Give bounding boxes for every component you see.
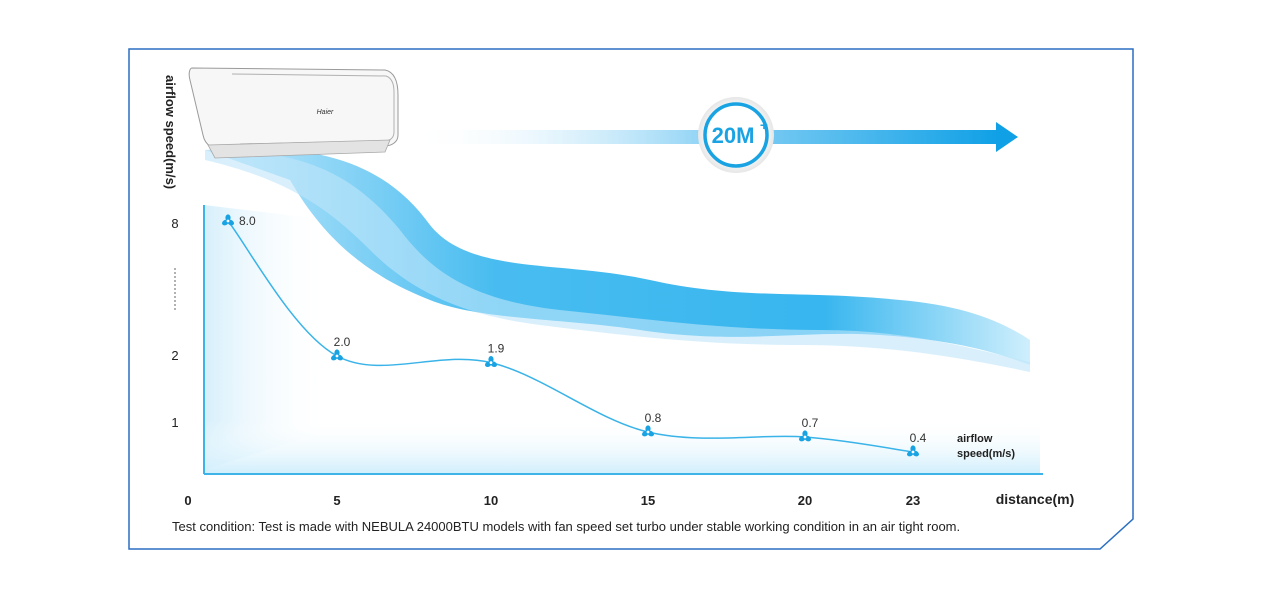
data-point-fan-icon — [485, 356, 497, 368]
data-label: 8.0 — [239, 214, 256, 228]
ac-unit: Haier — [188, 67, 399, 159]
x-tick-labels: 0 5 10 15 20 23 — [184, 493, 920, 508]
x-tick-label: 10 — [484, 493, 498, 508]
series-label-line1: airflow — [957, 433, 993, 445]
x-tick-label: 20 — [798, 493, 812, 508]
series-airflow: 8.0 2.0 1.9 0.8 0.7 0.4 — [222, 214, 927, 457]
wall-shade — [204, 205, 330, 470]
data-label: 2.0 — [334, 335, 351, 349]
y-axis-title: airflow speed(m/s) — [163, 75, 178, 189]
data-point-fan-icon — [799, 430, 811, 442]
panel-frame — [128, 48, 1134, 550]
x-tick-label: 15 — [641, 493, 655, 508]
series-label-line2: speed(m/s) — [957, 448, 1015, 460]
data-point-fan-icon — [222, 214, 234, 226]
data-point-fan-icon — [907, 445, 919, 457]
data-label: 0.4 — [910, 431, 927, 445]
data-point-fan-icon — [331, 349, 343, 361]
brand-logo: Haier — [317, 109, 334, 116]
data-label: 1.9 — [488, 342, 505, 356]
x-tick-label: 23 — [906, 493, 920, 508]
range-badge-plus: + — [760, 117, 768, 133]
x-axis-title: distance(m) — [996, 491, 1075, 507]
y-tick-label: 8 — [171, 216, 178, 231]
footnote: Test condition: Test is made with NEBULA… — [172, 519, 960, 534]
airflow-ribbon — [205, 148, 1030, 372]
x-tick-label: 0 — [184, 493, 191, 508]
x-tick-label: 5 — [333, 493, 340, 508]
data-label: 0.8 — [645, 411, 662, 425]
floor-shade — [204, 420, 1040, 474]
data-point-fan-icon — [642, 425, 654, 437]
y-axis-title-text: airflow speed(m/s) — [163, 75, 178, 189]
data-label: 0.7 — [802, 416, 819, 430]
y-tick-label: 2 — [171, 348, 178, 363]
y-tick-label: 1 — [171, 415, 178, 430]
range-badge: 20M + — [698, 97, 774, 173]
range-badge-text: 20M — [712, 123, 755, 148]
